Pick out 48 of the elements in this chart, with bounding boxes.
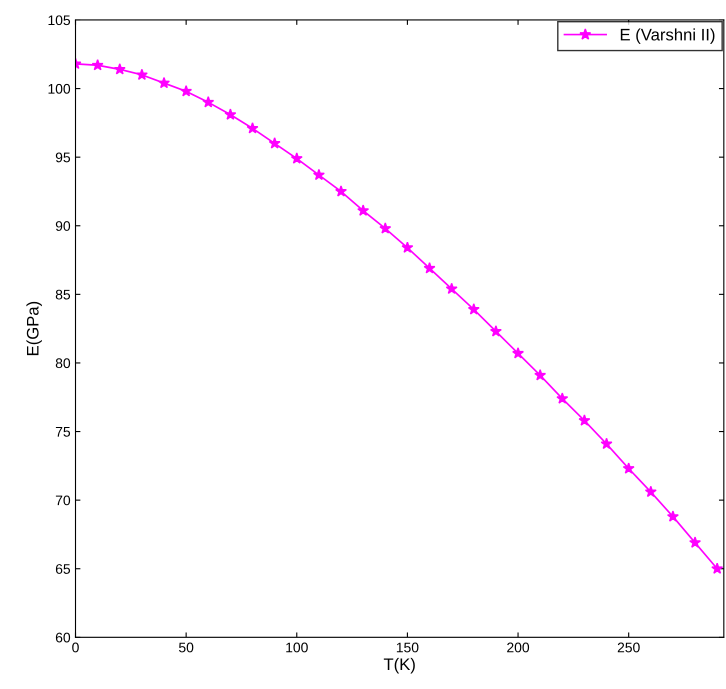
point	[578, 414, 590, 426]
point	[666, 510, 679, 522]
point	[114, 63, 126, 75]
point	[424, 262, 436, 274]
point	[468, 303, 480, 315]
y-tick-label: 80	[56, 358, 70, 368]
point	[158, 76, 170, 88]
point	[312, 168, 325, 180]
point	[268, 137, 281, 149]
point	[534, 369, 546, 380]
point	[401, 241, 414, 253]
point	[622, 462, 635, 474]
x-tick-label: 150	[396, 642, 418, 652]
x-tick-label: 250	[618, 642, 640, 652]
point	[180, 85, 192, 97]
y-tick-label: 100	[48, 84, 70, 94]
y-tick-label: 70	[56, 495, 70, 506]
y-tick-label: 105	[48, 15, 70, 26]
point	[644, 486, 657, 498]
point	[246, 122, 258, 134]
point	[379, 222, 392, 234]
point	[136, 68, 148, 80]
y-tick-label: 60	[56, 632, 70, 642]
point	[357, 204, 370, 216]
legend-label: E (Varshni II)	[620, 28, 714, 44]
point	[92, 59, 104, 70]
y-tick-label: 75	[56, 427, 70, 437]
x-tick-label: 0	[72, 642, 79, 652]
point	[512, 347, 524, 359]
point	[490, 325, 502, 337]
y-tick-label: 90	[56, 221, 70, 231]
point	[600, 438, 613, 450]
x-tick-label: 50	[178, 642, 194, 652]
point	[689, 536, 702, 548]
x-tick-label: 200	[507, 642, 530, 652]
x-tick-label: 100	[286, 642, 308, 652]
point	[446, 282, 458, 294]
y-tick-label: 65	[56, 564, 70, 574]
point	[335, 185, 348, 197]
x-axis-title: T(K)	[384, 658, 415, 674]
y-tick-label: 95	[56, 152, 70, 162]
point	[290, 152, 303, 164]
point	[711, 562, 724, 574]
point	[556, 392, 568, 404]
y-tick-label: 85	[56, 290, 70, 300]
y-axis-title: E(GPa)	[26, 302, 42, 356]
point	[202, 96, 214, 108]
point	[224, 108, 236, 120]
